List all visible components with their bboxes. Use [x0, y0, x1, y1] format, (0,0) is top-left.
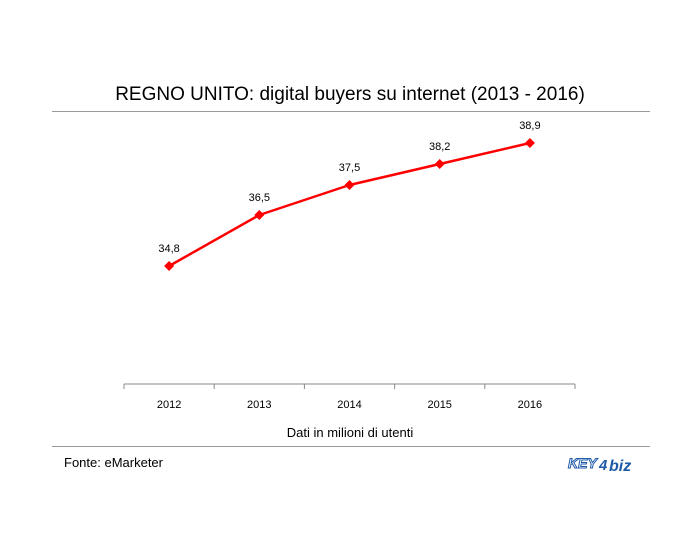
data-label-2014: 37,5 — [339, 162, 360, 174]
data-labels: 34,8 36,5 37,5 38,2 38,9 — [158, 120, 540, 255]
x-tick-labels: 2012 2013 2014 2015 2016 — [157, 399, 542, 411]
logo-text-key: KEY — [568, 455, 598, 471]
chart-title: REGNO UNITO: digital buyers su internet … — [115, 84, 585, 105]
data-label-2012: 34,8 — [158, 243, 179, 255]
data-point-2012 — [164, 261, 175, 271]
key4biz-logo: KEY 4 biz — [568, 455, 632, 476]
data-point-2013 — [254, 210, 265, 220]
chart-subtitle: Dati in milioni di utenti — [286, 425, 414, 440]
x-tick-label-2013: 2013 — [247, 399, 271, 411]
logo-text-biz: biz — [609, 458, 631, 475]
x-tick-label-2012: 2012 — [157, 399, 181, 411]
footer-divider — [52, 446, 650, 447]
x-tick-label-2015: 2015 — [427, 399, 451, 411]
data-point-2016 — [524, 138, 535, 148]
series-buyers — [164, 138, 535, 271]
data-label-2013: 36,5 — [249, 192, 270, 204]
logo-text-four: 4 — [598, 457, 608, 474]
x-tick-label-2016: 2016 — [518, 399, 542, 411]
data-label-2016: 38,9 — [519, 120, 540, 132]
data-point-2015 — [434, 159, 445, 169]
title-divider — [52, 111, 650, 112]
data-point-2014 — [344, 180, 355, 190]
source-note: Fonte: eMarketer — [64, 455, 163, 470]
x-tick-label-2014: 2014 — [337, 399, 361, 411]
x-axis — [123, 383, 576, 389]
data-label-2015: 38,2 — [429, 141, 450, 153]
